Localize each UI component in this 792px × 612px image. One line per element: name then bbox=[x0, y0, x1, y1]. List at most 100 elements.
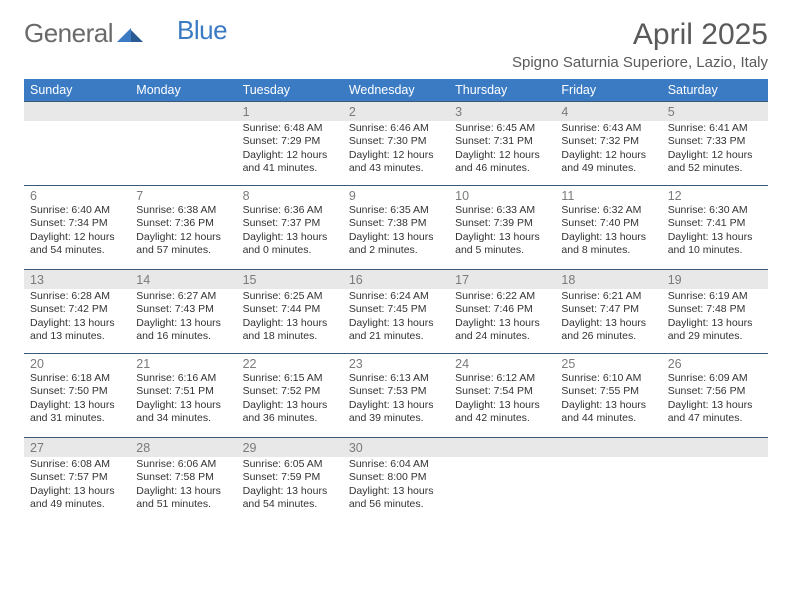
day-number: 7 bbox=[136, 189, 230, 203]
calendar-cell: 22Sunrise: 6:15 AMSunset: 7:52 PMDayligh… bbox=[237, 354, 343, 438]
sunrise-text: Sunrise: 6:24 AM bbox=[349, 290, 443, 303]
daylight-text: Daylight: 12 hours and 54 minutes. bbox=[30, 231, 124, 258]
sunset-text: Sunset: 7:52 PM bbox=[243, 385, 337, 398]
day-info: Sunrise: 6:10 AMSunset: 7:55 PMDaylight:… bbox=[561, 372, 655, 426]
calendar-cell: 6Sunrise: 6:40 AMSunset: 7:34 PMDaylight… bbox=[24, 186, 130, 270]
calendar-cell: 25Sunrise: 6:10 AMSunset: 7:55 PMDayligh… bbox=[555, 354, 661, 438]
day-number: 6 bbox=[30, 189, 124, 203]
sunrise-text: Sunrise: 6:18 AM bbox=[30, 372, 124, 385]
day-info: Sunrise: 6:22 AMSunset: 7:46 PMDaylight:… bbox=[455, 290, 549, 344]
day-header: Monday bbox=[130, 79, 236, 102]
brand-part2: Blue bbox=[177, 15, 227, 46]
sunset-text: Sunset: 7:54 PM bbox=[455, 385, 549, 398]
sunrise-text: Sunrise: 6:06 AM bbox=[136, 458, 230, 471]
sunset-text: Sunset: 7:44 PM bbox=[243, 303, 337, 316]
day-number: 2 bbox=[343, 102, 449, 121]
brand-triangle-icon bbox=[117, 18, 143, 49]
day-header: Friday bbox=[555, 79, 661, 102]
calendar-cell: 15Sunrise: 6:25 AMSunset: 7:44 PMDayligh… bbox=[237, 270, 343, 354]
sunset-text: Sunset: 7:53 PM bbox=[349, 385, 443, 398]
day-number: 3 bbox=[449, 102, 555, 121]
sunset-text: Sunset: 7:59 PM bbox=[243, 471, 337, 484]
page-header: General Blue April 2025 Spigno Saturnia … bbox=[24, 18, 768, 71]
calendar-cell: 18Sunrise: 6:21 AMSunset: 7:47 PMDayligh… bbox=[555, 270, 661, 354]
day-info: Sunrise: 6:38 AMSunset: 7:36 PMDaylight:… bbox=[136, 204, 230, 258]
daylight-text: Daylight: 13 hours and 54 minutes. bbox=[243, 485, 337, 512]
day-info: Sunrise: 6:35 AMSunset: 7:38 PMDaylight:… bbox=[349, 204, 443, 258]
calendar-cell: 28Sunrise: 6:06 AMSunset: 7:58 PMDayligh… bbox=[130, 438, 236, 522]
sunset-text: Sunset: 7:56 PM bbox=[668, 385, 762, 398]
title-block: April 2025 Spigno Saturnia Superiore, La… bbox=[512, 18, 768, 71]
daylight-text: Daylight: 13 hours and 39 minutes. bbox=[349, 399, 443, 426]
day-number: 15 bbox=[237, 270, 343, 289]
calendar-week-row: 20Sunrise: 6:18 AMSunset: 7:50 PM Dayligh… bbox=[24, 354, 768, 438]
day-info: Sunrise: 6:15 AMSunset: 7:52 PMDaylight:… bbox=[243, 372, 337, 426]
calendar-cell: 23Sunrise: 6:13 AMSunset: 7:53 PMDayligh… bbox=[343, 354, 449, 438]
day-number: 4 bbox=[555, 102, 661, 121]
sunrise-text: Sunrise: 6:15 AM bbox=[243, 372, 337, 385]
calendar-cell: 14Sunrise: 6:27 AMSunset: 7:43 PMDayligh… bbox=[130, 270, 236, 354]
day-info: Sunrise: 6:06 AMSunset: 7:58 PMDaylight:… bbox=[136, 458, 230, 512]
day-info: Sunrise: 6:16 AMSunset: 7:51 PMDaylight:… bbox=[136, 372, 230, 426]
day-info: Sunrise: 6:33 AMSunset: 7:39 PMDaylight:… bbox=[455, 204, 549, 258]
calendar-cell: 24Sunrise: 6:12 AMSunset: 7:54 PMDayligh… bbox=[449, 354, 555, 438]
day-number: 22 bbox=[243, 357, 337, 371]
daylight-text: Daylight: 13 hours and 42 minutes. bbox=[455, 399, 549, 426]
day-info: Sunrise: 6:12 AMSunset: 7:54 PMDaylight:… bbox=[455, 372, 549, 426]
sunset-text: Sunset: 8:00 PM bbox=[349, 471, 443, 484]
calendar-cell: 17Sunrise: 6:22 AMSunset: 7:46 PMDayligh… bbox=[449, 270, 555, 354]
day-info: Sunrise: 6:28 AMSunset: 7:42 PMDaylight:… bbox=[30, 290, 124, 344]
day-number: 13 bbox=[24, 270, 130, 289]
sunrise-text: Sunrise: 6:32 AM bbox=[561, 204, 655, 217]
calendar-cell: 11Sunrise: 6:32 AMSunset: 7:40 PMDayligh… bbox=[555, 186, 661, 270]
day-number: 1 bbox=[237, 102, 343, 121]
daylight-text: Daylight: 13 hours and 36 minutes. bbox=[243, 399, 337, 426]
day-number: 23 bbox=[349, 357, 443, 371]
day-number: 16 bbox=[343, 270, 449, 289]
sunset-text: Sunset: 7:55 PM bbox=[561, 385, 655, 398]
calendar-cell: 10Sunrise: 6:33 AMSunset: 7:39 PMDayligh… bbox=[449, 186, 555, 270]
calendar-table: Sunday Monday Tuesday Wednesday Thursday… bbox=[24, 79, 768, 522]
daylight-text: Daylight: 13 hours and 26 minutes. bbox=[561, 317, 655, 344]
sunset-text: Sunset: 7:40 PM bbox=[561, 217, 655, 230]
day-number: 25 bbox=[561, 357, 655, 371]
daylight-text: Daylight: 13 hours and 44 minutes. bbox=[561, 399, 655, 426]
daylight-text: Daylight: 13 hours and 18 minutes. bbox=[243, 317, 337, 344]
sunset-text: Sunset: 7:42 PM bbox=[30, 303, 124, 316]
sunset-text: Sunset: 7:39 PM bbox=[455, 217, 549, 230]
sunrise-text: Sunrise: 6:22 AM bbox=[455, 290, 549, 303]
day-number: 20 bbox=[30, 357, 124, 371]
sunrise-text: Sunrise: 6:08 AM bbox=[30, 458, 124, 471]
day-info: Sunrise: 6:48 AMSunset: 7:29 PMDaylight:… bbox=[243, 122, 337, 176]
sunrise-text: Sunrise: 6:25 AM bbox=[243, 290, 337, 303]
daylight-text: Daylight: 12 hours and 43 minutes. bbox=[349, 149, 443, 176]
calendar-cell: 19Sunrise: 6:19 AMSunset: 7:48 PMDayligh… bbox=[662, 270, 768, 354]
location-text: Spigno Saturnia Superiore, Lazio, Italy bbox=[512, 54, 768, 71]
sunrise-text: Sunrise: 6:13 AM bbox=[349, 372, 443, 385]
day-number: 18 bbox=[555, 270, 661, 289]
calendar-cell: 5Sunrise: 6:41 AMSunset: 7:33 PMDaylight… bbox=[662, 102, 768, 186]
day-info: Sunrise: 6:32 AMSunset: 7:40 PMDaylight:… bbox=[561, 204, 655, 258]
calendar-cell: 16Sunrise: 6:24 AMSunset: 7:45 PMDayligh… bbox=[343, 270, 449, 354]
sunrise-text: Sunrise: 6:21 AM bbox=[561, 290, 655, 303]
day-number: 9 bbox=[349, 189, 443, 203]
calendar-cell: 8Sunrise: 6:36 AMSunset: 7:37 PMDaylight… bbox=[237, 186, 343, 270]
calendar-cell: 20Sunrise: 6:18 AMSunset: 7:50 PMDayligh… bbox=[24, 354, 130, 438]
calendar-week-row: 1Sunrise: 6:48 AMSunset: 7:29 PMDaylight… bbox=[24, 102, 768, 186]
daylight-text: Daylight: 13 hours and 24 minutes. bbox=[455, 317, 549, 344]
sunrise-text: Sunrise: 6:41 AM bbox=[668, 122, 762, 135]
day-info: Sunrise: 6:05 AMSunset: 7:59 PMDaylight:… bbox=[243, 458, 337, 512]
daylight-text: Daylight: 13 hours and 5 minutes. bbox=[455, 231, 549, 258]
day-header: Saturday bbox=[662, 79, 768, 102]
day-number: 10 bbox=[455, 189, 549, 203]
day-header-row: Sunday Monday Tuesday Wednesday Thursday… bbox=[24, 79, 768, 102]
sunset-text: Sunset: 7:50 PM bbox=[30, 385, 124, 398]
day-number: 26 bbox=[668, 357, 762, 371]
sunset-text: Sunset: 7:43 PM bbox=[136, 303, 230, 316]
day-info: Sunrise: 6:21 AMSunset: 7:47 PMDaylight:… bbox=[561, 290, 655, 344]
sunrise-text: Sunrise: 6:16 AM bbox=[136, 372, 230, 385]
day-header: Thursday bbox=[449, 79, 555, 102]
daylight-text: Daylight: 12 hours and 41 minutes. bbox=[243, 149, 337, 176]
brand-logo: General Blue bbox=[24, 18, 227, 49]
day-info: Sunrise: 6:43 AMSunset: 7:32 PMDaylight:… bbox=[561, 122, 655, 176]
